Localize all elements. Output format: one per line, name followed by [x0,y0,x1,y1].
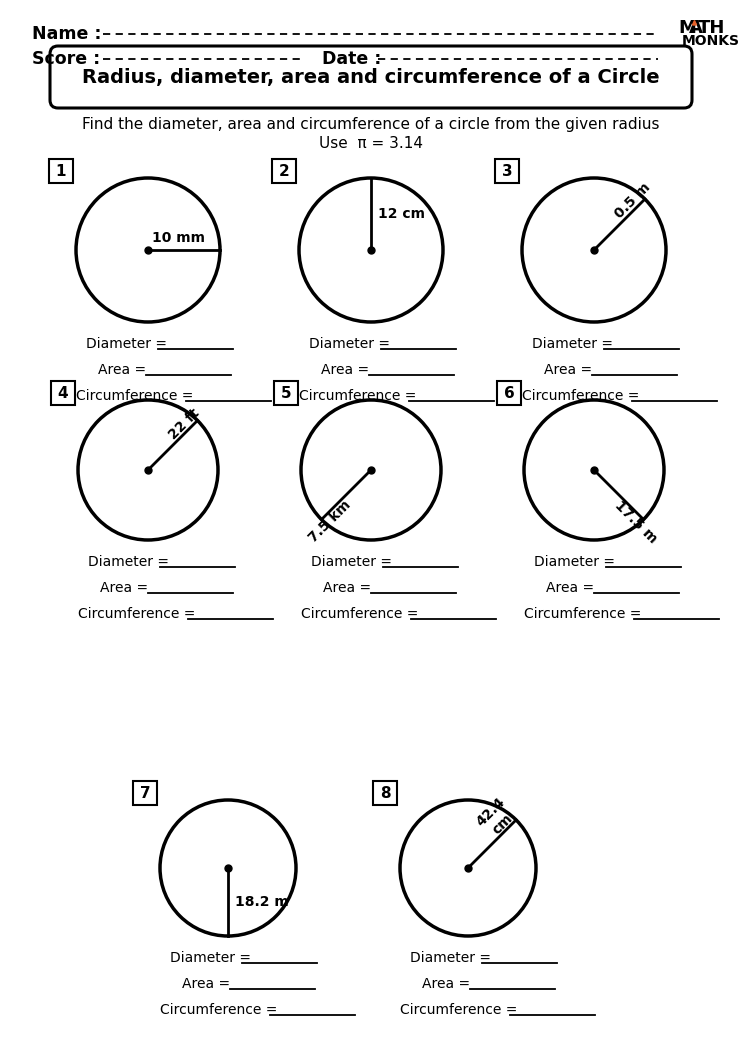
Text: Area =: Area = [546,581,599,595]
Text: Name :: Name : [32,25,102,43]
Text: Area =: Area = [323,581,375,595]
FancyBboxPatch shape [495,159,519,183]
Text: Area =: Area = [98,363,151,377]
Text: 3: 3 [502,164,512,179]
FancyBboxPatch shape [272,159,296,183]
Text: M: M [678,19,696,37]
FancyBboxPatch shape [497,381,521,405]
Text: Find the diameter, area and circumference of a circle from the given radius: Find the diameter, area and circumferenc… [82,118,660,132]
FancyBboxPatch shape [49,159,73,183]
Text: Diameter =: Diameter = [410,951,496,965]
FancyBboxPatch shape [373,781,397,805]
Text: Diameter =: Diameter = [86,337,171,351]
Text: A: A [689,19,703,37]
Text: 8: 8 [380,785,390,800]
Text: Diameter =: Diameter = [170,951,255,965]
Text: Area =: Area = [321,363,373,377]
Text: Area =: Area = [544,363,597,377]
Text: Circumference =: Circumference = [160,1003,282,1017]
Text: Circumference =: Circumference = [301,607,423,621]
Text: 7.5 km: 7.5 km [306,498,353,545]
Text: 2: 2 [279,164,289,179]
Text: Use  π = 3.14: Use π = 3.14 [319,135,423,150]
Text: 0.5 m: 0.5 m [613,181,654,222]
Text: Diameter =: Diameter = [311,555,396,569]
FancyBboxPatch shape [133,781,157,805]
Text: Diameter =: Diameter = [532,337,617,351]
FancyBboxPatch shape [50,46,692,108]
Text: 17.5 m: 17.5 m [612,498,660,546]
Text: Circumference =: Circumference = [299,388,421,403]
Text: 4: 4 [58,385,68,400]
Text: 18.2 m: 18.2 m [235,895,289,909]
Text: Circumference =: Circumference = [400,1003,522,1017]
Text: Diameter =: Diameter = [309,337,395,351]
Text: Area =: Area = [182,976,234,991]
Polygon shape [692,21,697,25]
Text: 1: 1 [56,164,66,179]
FancyBboxPatch shape [51,381,75,405]
Text: 10 mm: 10 mm [152,231,205,245]
Text: 6: 6 [504,385,514,400]
Text: Area =: Area = [100,581,153,595]
Text: Circumference =: Circumference = [78,607,200,621]
Text: 42.4
cm: 42.4 cm [473,795,519,841]
Text: 5: 5 [280,385,292,400]
Text: Circumference =: Circumference = [524,607,646,621]
Text: Radius, diameter, area and circumference of a Circle: Radius, diameter, area and circumference… [82,67,660,86]
Text: Date :: Date : [322,50,381,68]
Text: 12 cm: 12 cm [378,207,425,220]
Text: Diameter =: Diameter = [88,555,174,569]
Text: Circumference =: Circumference = [76,388,198,403]
Text: Score :: Score : [32,50,100,68]
Text: Area =: Area = [422,976,474,991]
Text: 7: 7 [139,785,151,800]
Text: 22 ft: 22 ft [166,406,202,442]
Text: MONKS: MONKS [682,34,740,48]
Text: Circumference =: Circumference = [522,388,644,403]
FancyBboxPatch shape [274,381,298,405]
Text: Diameter =: Diameter = [534,555,620,569]
Text: TH: TH [697,19,725,37]
